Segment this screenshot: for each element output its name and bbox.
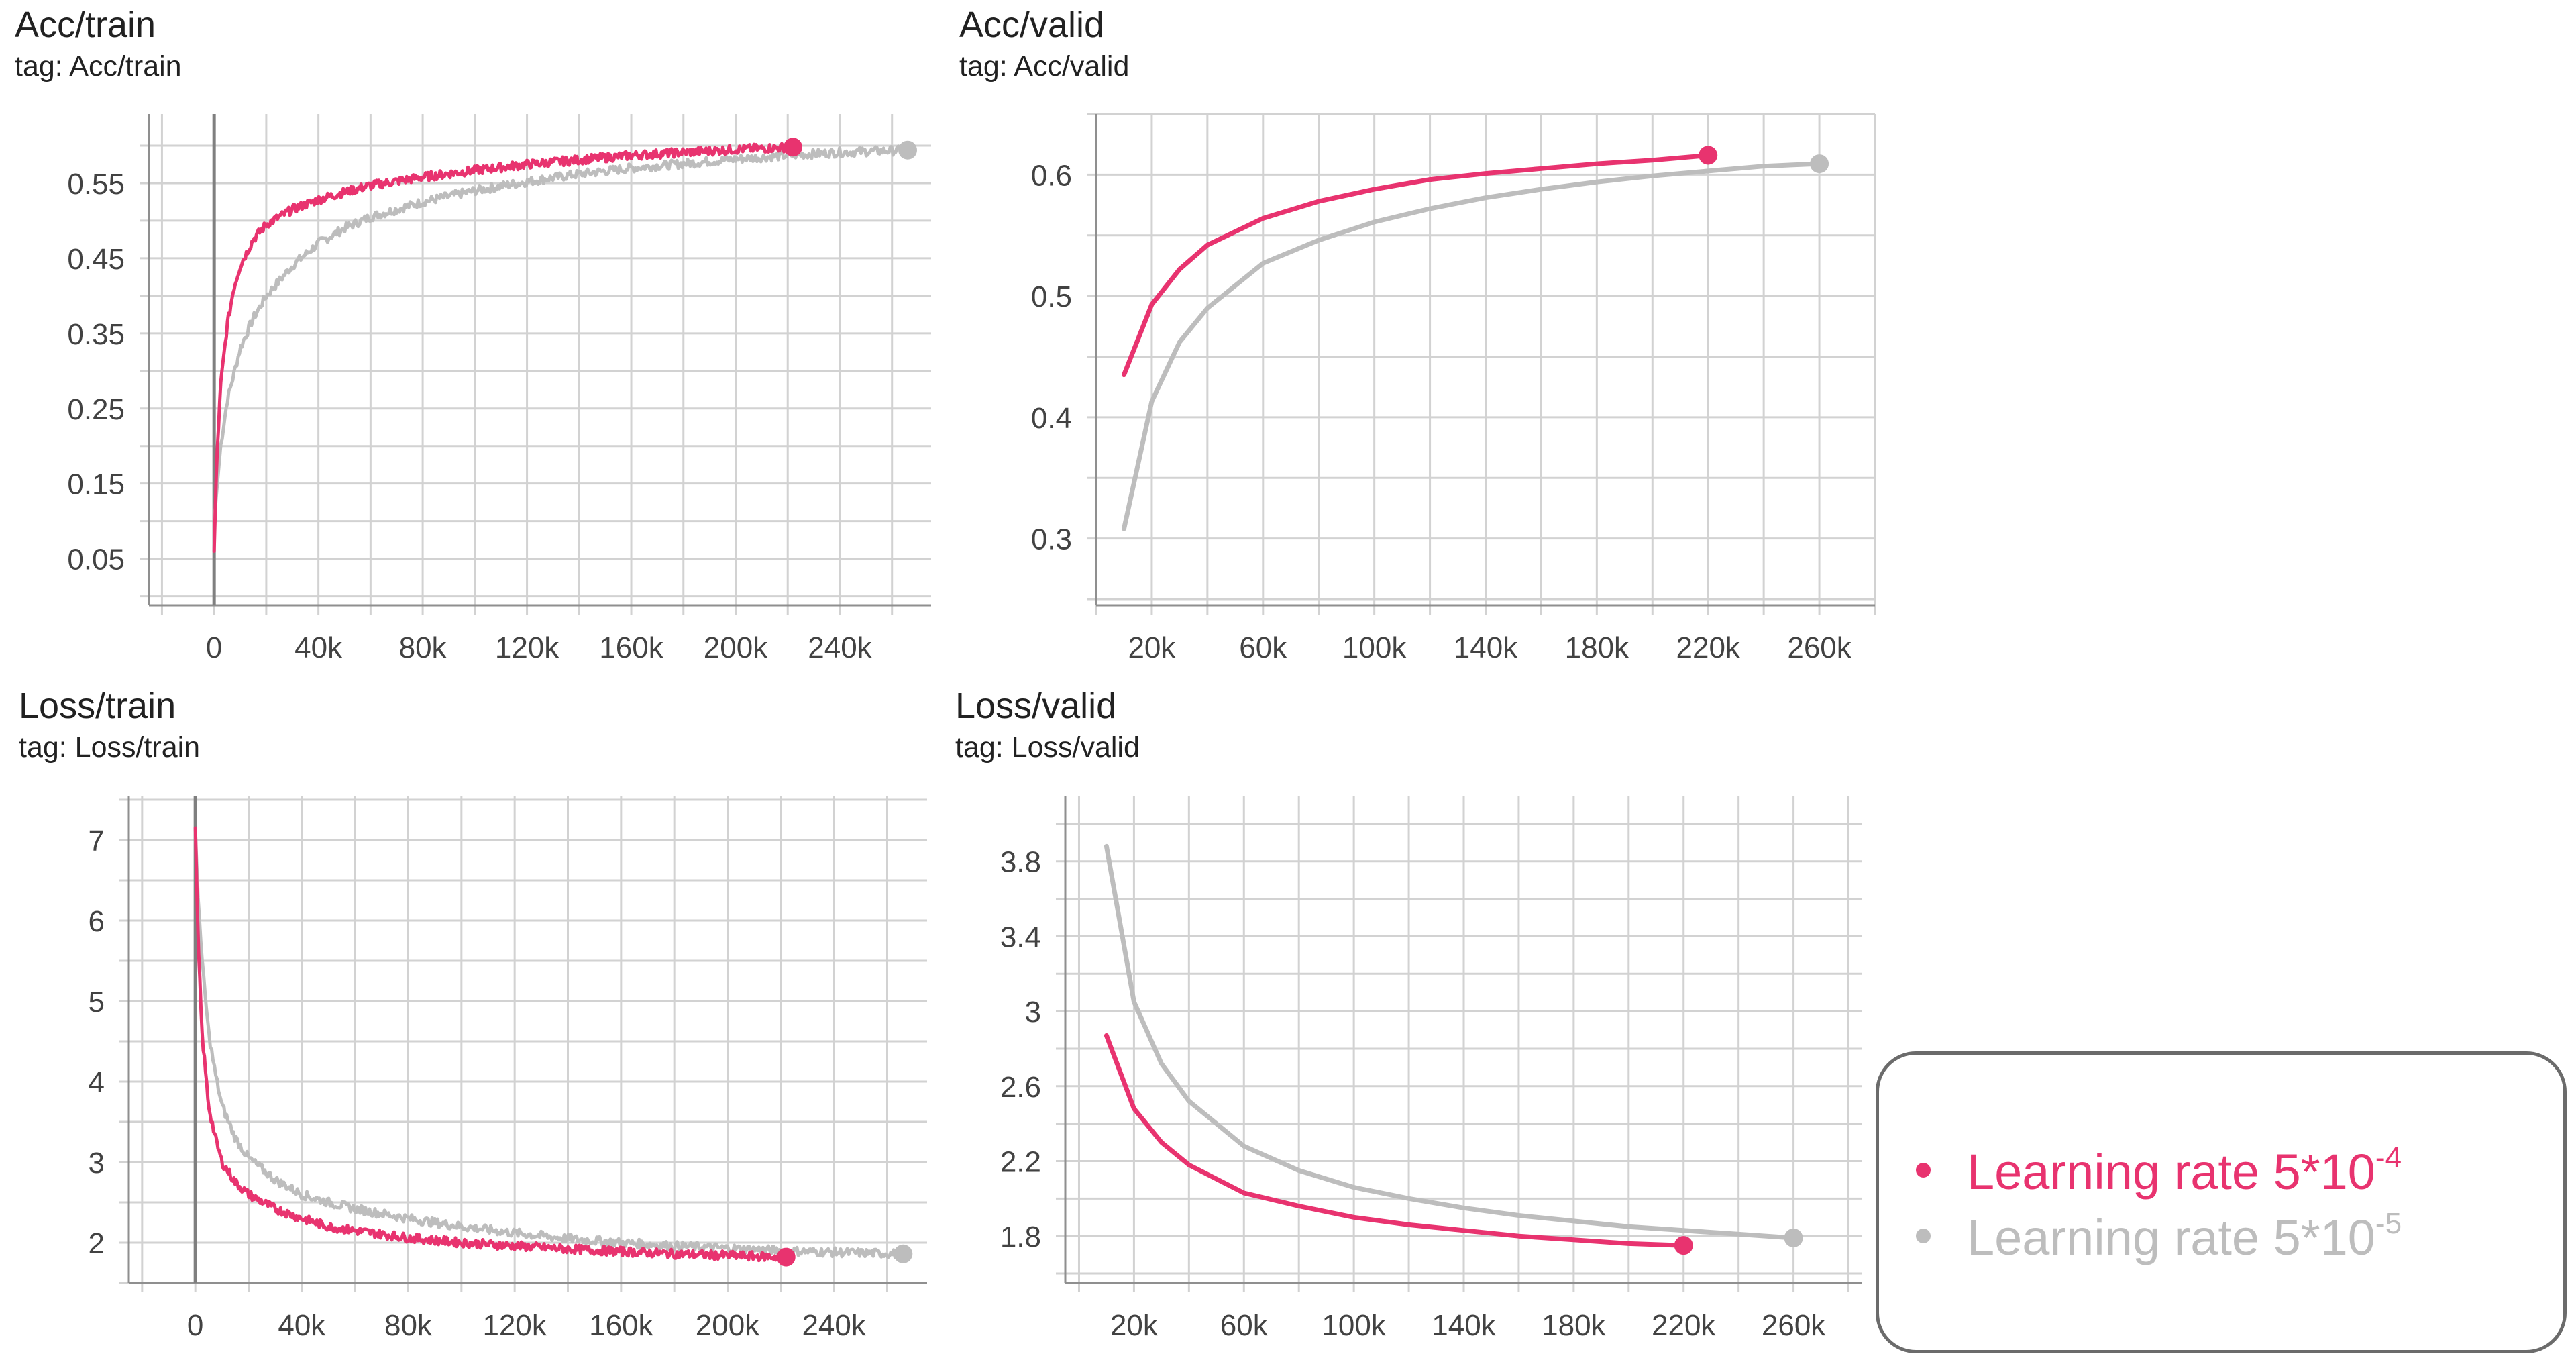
loss-train-ytick-label: 3 xyxy=(89,1147,105,1180)
legend-exponent: -4 xyxy=(2375,1141,2402,1175)
loss-valid-xtick-label: 60k xyxy=(1220,1309,1269,1342)
loss-valid-xtick-label: 180k xyxy=(1542,1309,1606,1342)
loss-valid-xtick-label: 260k xyxy=(1762,1309,1826,1342)
loss-train-ytick-label: 2 xyxy=(89,1227,105,1260)
chart-subtitle-acc-valid: tag: Acc/valid xyxy=(959,50,1130,83)
acc-valid-ytick-label: 0.3 xyxy=(1031,523,1072,556)
legend-label: Learning rate 5*10 xyxy=(1967,1210,2375,1265)
loss-valid-series-end-marker-0 xyxy=(1674,1236,1693,1255)
acc-train-series-end-marker-1 xyxy=(898,140,918,160)
acc-valid-series-line-0 xyxy=(1122,153,1711,378)
loss-train-xtick-label: 200k xyxy=(696,1309,760,1342)
acc-train-xtick-label: 160k xyxy=(599,631,663,664)
chart-title-acc-train: Acc/train xyxy=(15,5,156,45)
acc-valid-series-end-marker-0 xyxy=(1699,146,1718,165)
chart-title-loss-valid: Loss/valid xyxy=(955,686,1117,726)
loss-train-series-end-marker-0 xyxy=(776,1247,796,1267)
loss-valid-xtick-label: 220k xyxy=(1652,1309,1716,1342)
legend-marker-icon xyxy=(1916,1163,1931,1178)
acc-train-series-line-0 xyxy=(212,142,795,553)
acc-train-ytick-label: 0.45 xyxy=(67,243,125,276)
loss-valid-ytick-label: 2.2 xyxy=(1000,1146,1041,1179)
acc-valid-xtick-label: 100k xyxy=(1342,631,1407,664)
loss-valid-ytick-label: 2.6 xyxy=(1000,1071,1041,1104)
loss-valid-series-end-marker-1 xyxy=(1784,1228,1803,1247)
loss-train-xtick-label: 40k xyxy=(278,1309,326,1342)
acc-valid-series-line-1 xyxy=(1122,161,1822,531)
acc-train-xtick-label: 80k xyxy=(399,631,447,664)
loss-train-series-line-0 xyxy=(193,826,788,1263)
acc-train-ytick-label: 0.25 xyxy=(67,393,125,426)
loss-train-ytick-label: 6 xyxy=(89,905,105,938)
loss-valid-ytick-label: 3.4 xyxy=(1000,921,1041,953)
acc-valid-xtick-label: 60k xyxy=(1239,631,1287,664)
acc-train-xtick-label: 40k xyxy=(294,631,343,664)
loss-train-xtick-label: 240k xyxy=(802,1309,866,1342)
acc-train-xtick-label: 0 xyxy=(206,631,222,664)
acc-train-xtick-label: 240k xyxy=(808,631,872,664)
legend-marker-icon xyxy=(1916,1229,1931,1244)
loss-valid-xtick-label: 100k xyxy=(1322,1309,1386,1342)
acc-train-ytick-label: 0.15 xyxy=(67,468,125,501)
loss-valid-xtick-label: 20k xyxy=(1110,1309,1159,1342)
acc-valid-xtick-label: 260k xyxy=(1787,631,1851,664)
loss-valid-series-line-0 xyxy=(1104,1033,1686,1248)
chart-title-loss-train: Loss/train xyxy=(19,686,176,726)
chart-subtitle-acc-train: tag: Acc/train xyxy=(15,50,182,83)
chart-subtitle-loss-train: tag: Loss/train xyxy=(19,731,201,764)
legend-item-lr-5e-4: Learning rate 5*10-4 xyxy=(1916,1143,2402,1200)
loss-train-ytick-label: 5 xyxy=(89,986,105,1019)
acc-train-xtick-label: 200k xyxy=(704,631,768,664)
loss-train-xtick-label: 0 xyxy=(187,1309,203,1342)
acc-train-series-end-marker-0 xyxy=(784,138,803,157)
legend-label: Learning rate 5*10 xyxy=(1967,1144,2375,1200)
acc-valid-ytick-label: 0.6 xyxy=(1031,159,1072,192)
acc-valid-ytick-label: 0.4 xyxy=(1031,402,1072,435)
loss-train-xtick-label: 120k xyxy=(482,1309,547,1342)
acc-valid-xtick-label: 20k xyxy=(1128,631,1176,664)
loss-train-series-end-marker-1 xyxy=(894,1244,913,1263)
loss-train-xtick-label: 160k xyxy=(589,1309,653,1342)
loss-valid-ytick-label: 3 xyxy=(1025,996,1041,1029)
chart-subtitle-loss-valid: tag: Loss/valid xyxy=(955,731,1140,764)
loss-valid-ytick-label: 1.8 xyxy=(1000,1220,1041,1253)
acc-train-ytick-label: 0.35 xyxy=(67,318,125,351)
legend-item-lr-5e-5: Learning rate 5*10-5 xyxy=(1916,1209,2402,1265)
loss-valid-series-line-1 xyxy=(1104,843,1796,1241)
legend-exponent: -5 xyxy=(2375,1207,2402,1241)
acc-valid-xtick-label: 180k xyxy=(1565,631,1629,664)
loss-train-ytick-label: 4 xyxy=(89,1066,105,1099)
acc-valid-xtick-label: 140k xyxy=(1454,631,1518,664)
acc-train-xtick-label: 120k xyxy=(495,631,559,664)
loss-valid-xtick-label: 140k xyxy=(1432,1309,1496,1342)
loss-valid-ytick-label: 3.8 xyxy=(1000,846,1041,879)
chart-title-acc-valid: Acc/valid xyxy=(959,5,1105,45)
acc-valid-ytick-label: 0.5 xyxy=(1031,280,1072,313)
acc-train-ytick-label: 0.55 xyxy=(67,168,125,201)
acc-valid-xtick-label: 220k xyxy=(1676,631,1741,664)
loss-train-ytick-label: 7 xyxy=(89,825,105,857)
loss-train-xtick-label: 80k xyxy=(384,1309,433,1342)
acc-valid-series-end-marker-1 xyxy=(1810,154,1829,174)
acc-train-ytick-label: 0.05 xyxy=(67,543,125,576)
legend: Learning rate 5*10-4 Learning rate 5*10-… xyxy=(1876,1051,2567,1353)
